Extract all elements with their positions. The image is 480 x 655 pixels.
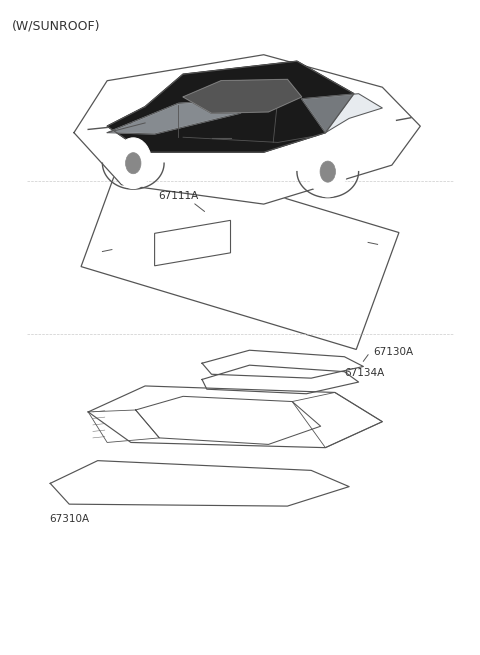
Text: 67310A: 67310A [49,514,89,524]
Text: (W/SUNROOF): (W/SUNROOF) [12,19,101,32]
Text: 67115: 67115 [221,400,254,411]
Polygon shape [50,460,349,506]
Polygon shape [202,365,359,394]
Text: 67134A: 67134A [344,368,384,378]
Polygon shape [202,350,363,378]
Circle shape [320,161,336,182]
Polygon shape [301,94,383,133]
Polygon shape [107,97,264,134]
Polygon shape [74,55,420,204]
Polygon shape [88,386,383,447]
Polygon shape [183,79,301,113]
Polygon shape [136,396,321,444]
Circle shape [115,138,152,189]
Circle shape [309,146,346,197]
Circle shape [126,153,141,174]
Text: 67130A: 67130A [373,347,413,357]
Text: 67111A: 67111A [158,191,198,201]
Polygon shape [107,61,354,152]
